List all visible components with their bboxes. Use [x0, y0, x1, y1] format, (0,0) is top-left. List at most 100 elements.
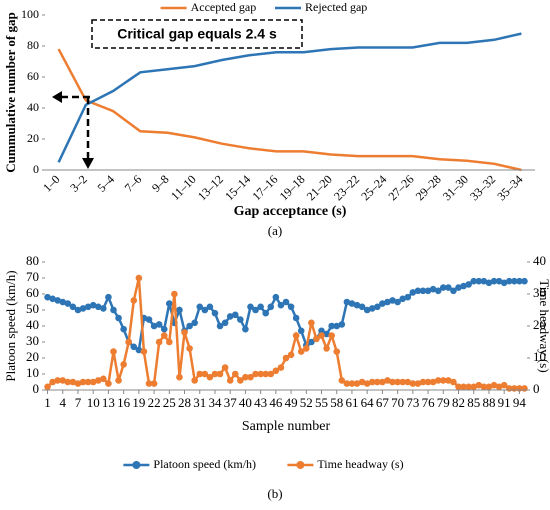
marker	[237, 377, 244, 384]
legend-label: Time headway (s)	[317, 457, 403, 471]
marker	[394, 298, 401, 306]
x-tick-label: 23–22	[331, 172, 362, 203]
marker	[511, 277, 518, 285]
x-tick-label: 43	[254, 395, 267, 410]
marker	[328, 322, 335, 330]
marker	[500, 381, 508, 389]
x-tick-label: 7–6	[122, 172, 145, 195]
marker	[64, 378, 72, 386]
x-tick-label: 73	[406, 395, 419, 410]
marker	[237, 316, 244, 323]
y-tick-label: 60	[27, 69, 39, 83]
marker	[130, 297, 138, 304]
y-tick-label: 50	[26, 301, 39, 316]
marker	[201, 370, 209, 378]
x-tick-label: 70	[391, 395, 404, 410]
marker	[460, 282, 467, 290]
marker	[226, 377, 234, 384]
marker	[429, 285, 437, 293]
x-tick-label: 7	[75, 395, 82, 410]
marker	[379, 378, 386, 386]
marker	[287, 351, 295, 359]
marker	[64, 300, 72, 307]
marker	[292, 332, 300, 339]
marker	[470, 383, 478, 391]
marker	[59, 298, 67, 306]
marker	[79, 305, 87, 312]
marker	[221, 319, 229, 327]
x-tick-label: 25–24	[358, 172, 389, 203]
marker	[262, 370, 270, 378]
marker	[490, 277, 498, 285]
marker	[353, 301, 361, 309]
marker	[196, 303, 204, 311]
marker	[439, 377, 447, 384]
marker	[363, 380, 371, 387]
marker	[206, 373, 214, 381]
y-tick-label: 70	[26, 269, 39, 284]
y2-axis-title: Time headway (s)	[537, 279, 550, 372]
marker	[450, 378, 457, 386]
marker	[297, 327, 305, 335]
marker	[500, 279, 508, 287]
marker	[145, 380, 153, 387]
marker	[49, 295, 56, 303]
marker	[374, 378, 381, 386]
marker	[505, 277, 513, 285]
marker	[140, 348, 148, 355]
y-tick-label: 10	[26, 365, 39, 380]
marker	[105, 293, 112, 301]
marker	[59, 377, 67, 384]
y-tick-label: 100	[21, 7, 39, 21]
y-tick-label: 40	[27, 100, 39, 114]
annotation: Critical gap equals 2.4 s	[117, 26, 277, 42]
marker	[297, 348, 305, 355]
marker	[292, 314, 300, 322]
marker	[328, 332, 335, 339]
marker	[313, 335, 320, 343]
arrow-head	[52, 91, 62, 103]
x-tick-label: 35–34	[494, 172, 525, 203]
marker	[89, 378, 97, 386]
marker	[100, 305, 107, 312]
marker	[94, 377, 102, 384]
marker	[424, 287, 432, 295]
marker	[110, 306, 117, 314]
marker	[115, 314, 122, 322]
marker	[267, 303, 275, 311]
marker	[49, 378, 56, 386]
x-tick-label: 91	[498, 395, 511, 410]
y-axis-title: Platoon speed (km/h)	[3, 270, 18, 381]
x-tick-label: 40	[239, 395, 252, 410]
marker	[465, 383, 472, 391]
marker	[445, 284, 452, 291]
y-tick-label: 20	[27, 131, 39, 145]
plot	[57, 32, 522, 172]
marker	[186, 345, 193, 352]
y2-tick-label: 30	[533, 285, 546, 300]
x-tick-label: 64	[361, 395, 375, 410]
marker	[191, 377, 198, 384]
marker	[89, 301, 97, 309]
marker	[216, 370, 224, 378]
marker	[495, 383, 503, 391]
marker	[100, 375, 107, 383]
marker	[302, 345, 310, 352]
marker	[74, 306, 82, 314]
x-tick-label: 1	[44, 395, 51, 410]
marker	[333, 322, 341, 330]
marker	[480, 383, 488, 391]
arrow-head	[82, 158, 94, 169]
marker	[211, 370, 219, 378]
y2-tick-label: 10	[533, 349, 546, 364]
marker	[308, 319, 315, 327]
x-tick-label: 22	[148, 395, 161, 410]
marker	[206, 303, 214, 311]
marker	[166, 300, 173, 307]
marker	[196, 370, 204, 378]
marker	[247, 303, 254, 311]
y-tick-label: 30	[26, 333, 39, 348]
y2-tick-label: 40	[533, 253, 546, 268]
y-axis-title: Cummulative number of gap	[3, 12, 18, 172]
